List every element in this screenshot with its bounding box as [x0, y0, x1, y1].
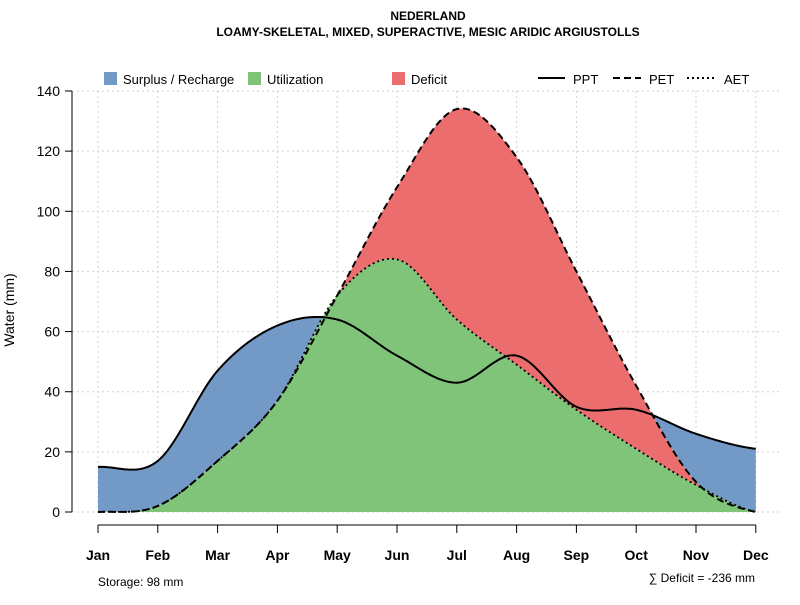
y-tick-label: 140 [37, 83, 61, 99]
legend-label-ppt: PPT [573, 72, 598, 87]
y-tick-label: 120 [37, 143, 61, 159]
x-tick-label: Oct [625, 547, 649, 563]
storage-note: Storage: 98 mm [98, 575, 183, 589]
x-tick-label: Sep [564, 547, 590, 563]
y-tick-label: 20 [44, 444, 60, 460]
y-axis-label: Water (mm) [1, 273, 17, 346]
chart-title: NEDERLAND [390, 9, 466, 23]
legend-swatch-deficit [392, 72, 405, 85]
y-tick-label: 100 [37, 203, 61, 219]
x-tick-label: Jan [86, 547, 110, 563]
y-tick-label: 0 [52, 504, 60, 520]
utilization-area [98, 258, 756, 512]
legend-label-deficit: Deficit [411, 72, 448, 87]
legend-label-pet: PET [649, 72, 674, 87]
x-tick-label: Jun [385, 547, 410, 563]
axes: 0 20 40 60 80 100 120 140 Jan Feb Mar Apr May Jun Jul A… [37, 83, 769, 563]
deficit-note: ∑ Deficit = -236 mm [649, 571, 755, 585]
y-tick-label: 60 [44, 324, 60, 340]
y-tick-label: 80 [44, 263, 60, 279]
x-tick-label: Feb [145, 547, 170, 563]
x-tick-label: Apr [265, 547, 290, 563]
legend-swatch-utilization [248, 72, 261, 85]
x-tick-label: Mar [205, 547, 230, 563]
x-tick-label: Jul [447, 547, 467, 563]
pet-line [97, 107, 757, 513]
line-layer [97, 107, 757, 513]
legend-label-utilization: Utilization [267, 72, 323, 87]
legend-label-aet: AET [724, 72, 749, 87]
chart-subtitle: LOAMY-SKELETAL, MIXED, SUPERACTIVE, MESI… [216, 25, 639, 39]
ppt-line [97, 315, 756, 471]
legend-label-surplus: Surplus / Recharge [123, 72, 234, 87]
legend-swatch-surplus [104, 72, 117, 85]
y-tick-label: 40 [44, 384, 60, 400]
x-tick-label: May [324, 547, 351, 563]
area-layer [98, 108, 756, 513]
x-tick-label: Nov [683, 547, 710, 563]
x-tick-label: Dec [743, 547, 769, 563]
x-tick-label: Aug [503, 547, 530, 563]
legend: Surplus / Recharge Utilization Deficit P… [104, 72, 749, 87]
surplus-area [98, 108, 756, 513]
